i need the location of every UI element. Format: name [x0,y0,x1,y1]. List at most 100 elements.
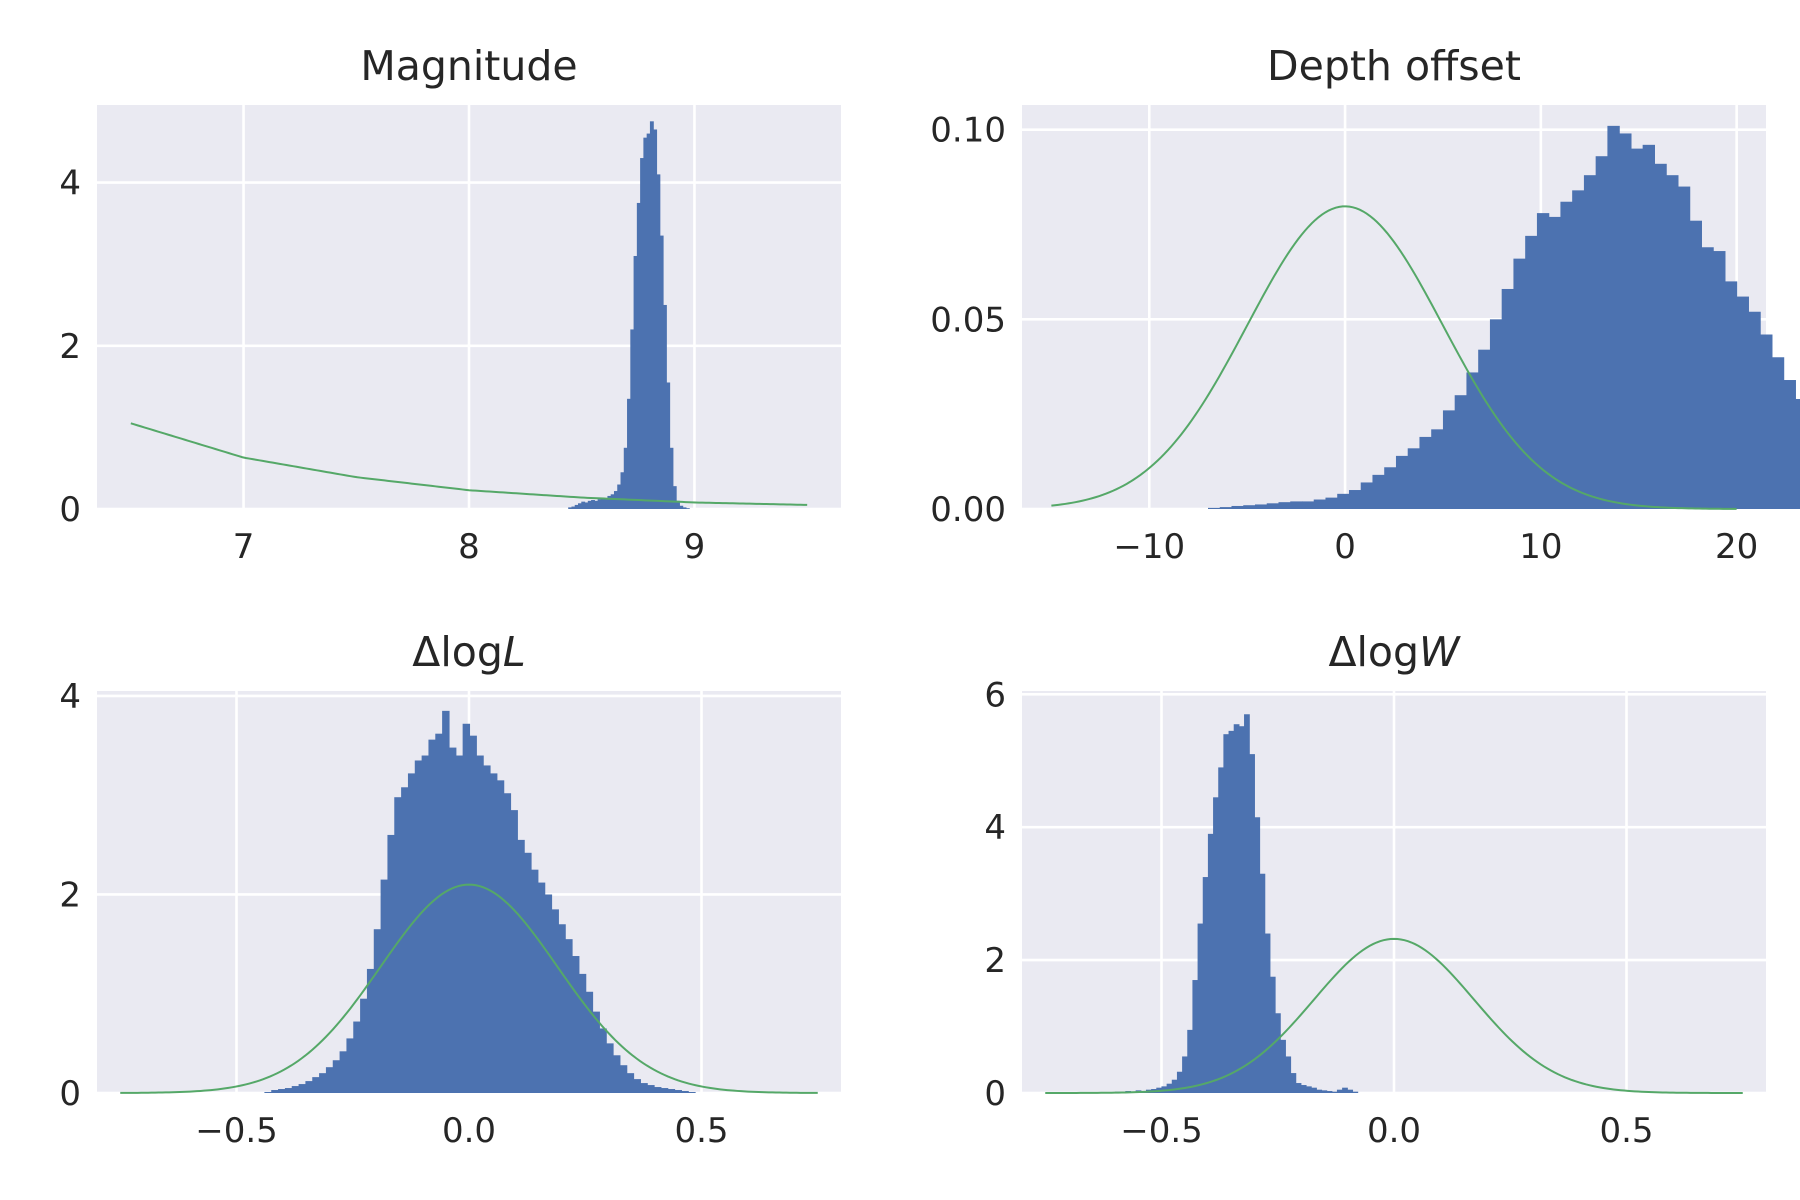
histogram-bar [1171,1079,1178,1093]
histogram-bar [1501,288,1515,509]
histogram-bar [1316,1089,1323,1093]
histogram-bar [578,503,582,509]
histogram-bar [647,1085,655,1093]
histogram-bar [1325,497,1338,509]
histogram-bar [1219,507,1233,509]
histogram-bar [483,765,491,1093]
histogram-bar [339,1051,348,1093]
histogram-bar [1233,724,1240,1093]
histogram-bar [1301,501,1315,509]
histogram-bar [1313,499,1327,509]
histogram-bar [366,968,375,1093]
depth-offset-panel: −10 0 10 20 0.00 0.05 0.10 Depth offset [930,42,1800,567]
histogram-bar [421,755,430,1093]
magnitude-panel: 7 8 9 0 2 4 Magnitude [59,42,841,567]
histogram-bar [319,1073,327,1093]
x-tick-label: −0.5 [1120,1111,1203,1151]
histogram-bar [1331,1091,1338,1093]
histogram-bar [633,255,638,509]
y-tick-label: 2 [984,941,1006,981]
histogram-bar [414,760,423,1093]
histogram-bar [544,894,553,1093]
histogram-bar [1218,767,1224,1093]
histogram-bar [1244,714,1250,1093]
histogram-bar [1305,1086,1312,1093]
histogram-bar [1254,817,1261,1093]
histogram-bar [394,797,402,1093]
prior-curve [1045,937,1743,1094]
histogram-bar [489,773,498,1093]
x-tick-label: 10 [1519,527,1562,567]
histogram-bar [626,1073,635,1093]
x-tick-label: 20 [1715,527,1758,567]
x-tick-label: 0.5 [1599,1111,1653,1151]
histogram-bar [597,499,602,509]
histogram-bar [1278,502,1291,509]
histogram-bar [325,1067,334,1093]
histogram-bar [455,755,464,1093]
histogram-bar [1192,980,1199,1093]
histogram-bar [685,508,690,509]
histogram-bar [380,879,389,1093]
histogram-bar [1372,474,1385,509]
histogram-bar [584,502,589,509]
histogram-bar [617,484,622,509]
x-tick-label: −0.5 [195,1111,278,1151]
histogram-bar [672,486,677,509]
histogram-bar [649,121,654,509]
histogram-bar [496,780,505,1093]
histogram-bar [1595,156,1609,509]
y-tick-label: 2 [59,327,81,367]
histogram-bar [353,1021,361,1093]
histogram-bar [1187,1029,1194,1093]
y-tick-label: 4 [59,677,81,717]
histogram-bar [667,1089,676,1093]
histogram-bar [503,793,512,1093]
histogram-bar [606,1043,614,1093]
histogram-bar [1266,503,1280,509]
histogram-bar [537,882,546,1093]
histogram-bar [674,1090,682,1093]
histogram-bar [681,1091,689,1093]
histogram-bar [1654,163,1667,510]
histogram-bar [613,1055,621,1093]
histogram-bar [572,956,580,1093]
histogram-bar [679,505,684,509]
histogram-bar [291,1086,300,1093]
x-tick-label: 9 [684,527,706,567]
y-tick-label: 4 [59,164,81,204]
histogram-bar [1285,1056,1292,1093]
histogram-bar [1478,349,1491,509]
histogram-bar [284,1088,293,1093]
histogram-bar [592,1011,600,1093]
histogram-bar [1395,455,1409,509]
histogram-bar [1525,235,1538,509]
histogram-bar [1259,873,1266,1093]
histogram-bar [653,129,658,510]
histogram-bar [594,500,599,509]
histogram-bar [1407,448,1421,509]
histogram-bar [676,500,680,509]
histogram-bar [264,1092,272,1093]
x-tick-label: 0 [1334,527,1356,567]
histogram-bar [659,235,664,509]
histogram-bar [1207,833,1214,1093]
histogram-bar [401,787,409,1093]
histogram-bar [346,1038,354,1093]
histogram-bar [1275,1013,1281,1093]
histogram-bar [568,507,573,509]
histogram-bar [1384,467,1397,509]
histogram-bar [1348,490,1362,509]
histogram-bar [510,810,518,1093]
histogram-bar [1548,216,1562,509]
histogram-bar [610,494,615,509]
histogram-bar [1243,505,1256,509]
histogram-bar [298,1084,307,1093]
histogram-bar [1352,1091,1359,1093]
histogram-bar [387,834,395,1093]
histogram-bar [633,1079,641,1093]
histogram-bar [1442,410,1456,509]
histogram-bar [1321,1090,1328,1093]
histogram-bar [636,202,641,509]
